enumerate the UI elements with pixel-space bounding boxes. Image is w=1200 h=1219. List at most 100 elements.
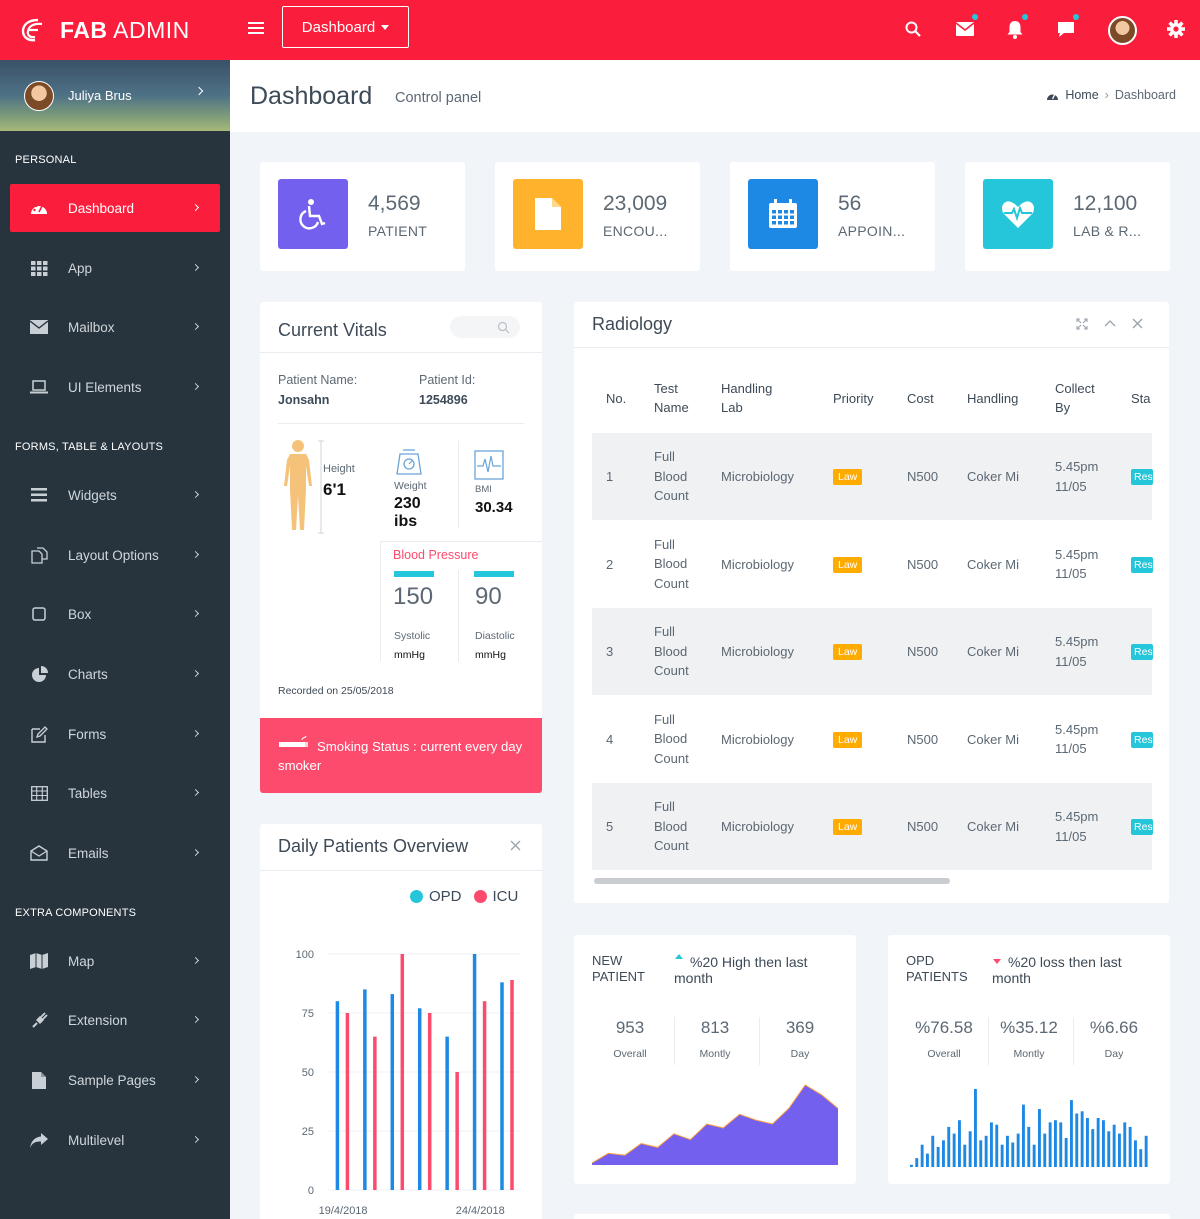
bar[interactable] xyxy=(1064,1138,1068,1167)
bar-icu[interactable] xyxy=(427,1013,432,1190)
expand-icon[interactable] xyxy=(1076,318,1088,330)
sidebar-item-multilevel[interactable]: Multilevel xyxy=(10,1116,220,1164)
bar[interactable] xyxy=(1118,1133,1121,1167)
bar[interactable] xyxy=(990,1122,993,1167)
bar[interactable] xyxy=(1112,1124,1116,1167)
close-icon[interactable] xyxy=(1132,318,1143,329)
bar-icu[interactable] xyxy=(400,954,405,1190)
search-icon[interactable] xyxy=(900,16,926,42)
sidebar-item-sample-pages[interactable]: Sample Pages xyxy=(10,1056,220,1104)
bar[interactable] xyxy=(1128,1126,1132,1167)
bar[interactable] xyxy=(1075,1113,1079,1168)
bar-icu[interactable] xyxy=(482,1001,487,1190)
sidebar-item-ui-elements[interactable]: UI Elements xyxy=(10,363,220,411)
bar[interactable] xyxy=(1139,1149,1143,1167)
menu-toggle-icon[interactable] xyxy=(248,19,264,41)
bar[interactable] xyxy=(974,1089,977,1167)
sidebar-item-layout-options[interactable]: Layout Options xyxy=(10,531,220,579)
bar[interactable] xyxy=(1144,1135,1148,1167)
table-row[interactable]: 4 Full Blood Count Microbiology Law N500 Coker … xyxy=(592,696,1153,783)
column-header[interactable]: Sta xyxy=(1131,391,1151,406)
bar-opd[interactable] xyxy=(417,1008,422,1190)
bar[interactable] xyxy=(1000,1144,1004,1167)
sidebar-item-extension[interactable]: Extension xyxy=(10,996,220,1044)
bell-icon[interactable] xyxy=(1002,14,1028,42)
bar[interactable] xyxy=(1123,1122,1127,1167)
search-input[interactable] xyxy=(450,316,520,338)
bar[interactable] xyxy=(915,1158,919,1167)
table-row[interactable]: 1 Full Blood Count Microbiology Law N500 Coker … xyxy=(592,433,1153,520)
bar-icu[interactable] xyxy=(510,979,514,1190)
sidebar-item-map[interactable]: Map xyxy=(10,937,220,985)
stat-card-encou[interactable]: 23,009 ENCOU... xyxy=(495,162,700,271)
bar[interactable] xyxy=(1011,1142,1015,1168)
bar-opd[interactable] xyxy=(335,1001,340,1190)
dashboard-dropdown[interactable]: Dashboard xyxy=(282,6,409,48)
chevron-up-icon[interactable] xyxy=(1104,319,1116,328)
bar[interactable] xyxy=(1006,1135,1009,1167)
bar[interactable] xyxy=(1091,1129,1095,1167)
sidebar-item-charts[interactable]: Charts xyxy=(10,650,220,698)
bar[interactable] xyxy=(968,1131,972,1167)
table-row[interactable]: 3 Full Blood Count Microbiology Law N500 Coker … xyxy=(592,608,1153,695)
sidebar-item-dashboard[interactable]: Dashboard xyxy=(10,184,220,232)
brand[interactable]: FAB ADMIN xyxy=(0,0,230,60)
bar[interactable] xyxy=(1048,1122,1052,1167)
bar[interactable] xyxy=(931,1135,935,1167)
user-panel[interactable]: Juliya Brus xyxy=(0,60,230,131)
bar[interactable] xyxy=(1096,1118,1100,1167)
close-icon[interactable] xyxy=(510,840,521,851)
sidebar-item-forms[interactable]: Forms xyxy=(10,710,220,758)
bar[interactable] xyxy=(942,1140,945,1167)
column-header[interactable]: Handling xyxy=(967,391,1019,406)
column-header[interactable]: Collect By xyxy=(1055,381,1095,415)
bar[interactable] xyxy=(1038,1109,1041,1167)
bar[interactable] xyxy=(1022,1104,1025,1167)
bar[interactable] xyxy=(1043,1133,1047,1167)
sidebar-item-app[interactable]: App xyxy=(10,244,220,292)
bar[interactable] xyxy=(963,1144,967,1167)
chat-icon[interactable] xyxy=(1053,14,1079,42)
bar[interactable] xyxy=(947,1126,951,1167)
bar-opd[interactable] xyxy=(445,1036,449,1190)
bar[interactable] xyxy=(1134,1140,1137,1167)
bar[interactable] xyxy=(910,1164,913,1167)
bar[interactable] xyxy=(1059,1122,1063,1167)
stat-card-patient[interactable]: 4,569 PATIENT xyxy=(260,162,465,271)
bar-opd[interactable] xyxy=(472,954,477,1190)
table-row[interactable]: 5 Full Blood Count Microbiology Law N500 Coker … xyxy=(592,783,1153,870)
column-header[interactable]: Priority xyxy=(833,391,874,406)
bar[interactable] xyxy=(995,1124,999,1167)
bar[interactable] xyxy=(926,1153,929,1167)
bar[interactable] xyxy=(1027,1126,1031,1167)
bar[interactable] xyxy=(1054,1120,1057,1167)
bar[interactable] xyxy=(1086,1118,1089,1167)
bar-opd[interactable] xyxy=(500,982,504,1190)
sidebar-item-widgets[interactable]: Widgets xyxy=(10,471,220,519)
gear-icon[interactable] xyxy=(1163,16,1189,42)
stat-card-lab-r[interactable]: 12,100 LAB & R... xyxy=(965,162,1170,271)
column-header[interactable]: No. xyxy=(606,391,627,406)
breadcrumb-home[interactable]: Home xyxy=(1065,88,1099,102)
bar[interactable] xyxy=(1080,1111,1084,1167)
bar[interactable] xyxy=(952,1133,956,1167)
bar-icu[interactable] xyxy=(455,1072,459,1190)
bar[interactable] xyxy=(920,1144,924,1167)
bar[interactable] xyxy=(1032,1144,1036,1167)
horizontal-scrollbar[interactable] xyxy=(594,878,950,884)
bar[interactable] xyxy=(984,1135,988,1167)
bar[interactable] xyxy=(1102,1120,1105,1167)
table-row[interactable]: 2 Full Blood Count Microbiology Law N500 Coker … xyxy=(592,521,1153,608)
bar[interactable] xyxy=(1070,1100,1073,1167)
bar-opd[interactable] xyxy=(390,994,395,1190)
sidebar-item-box[interactable]: Box xyxy=(10,590,220,638)
avatar[interactable] xyxy=(1108,16,1137,45)
sidebar-item-mailbox[interactable]: Mailbox xyxy=(10,303,220,351)
bar[interactable] xyxy=(958,1120,961,1167)
stat-card-appoin[interactable]: 56 APPOIN... xyxy=(730,162,935,271)
sidebar-item-tables[interactable]: Tables xyxy=(10,769,220,817)
bar[interactable] xyxy=(979,1140,983,1167)
bar-icu[interactable] xyxy=(373,1036,377,1190)
bar[interactable] xyxy=(1016,1133,1020,1167)
column-header[interactable]: Cost xyxy=(907,391,934,406)
